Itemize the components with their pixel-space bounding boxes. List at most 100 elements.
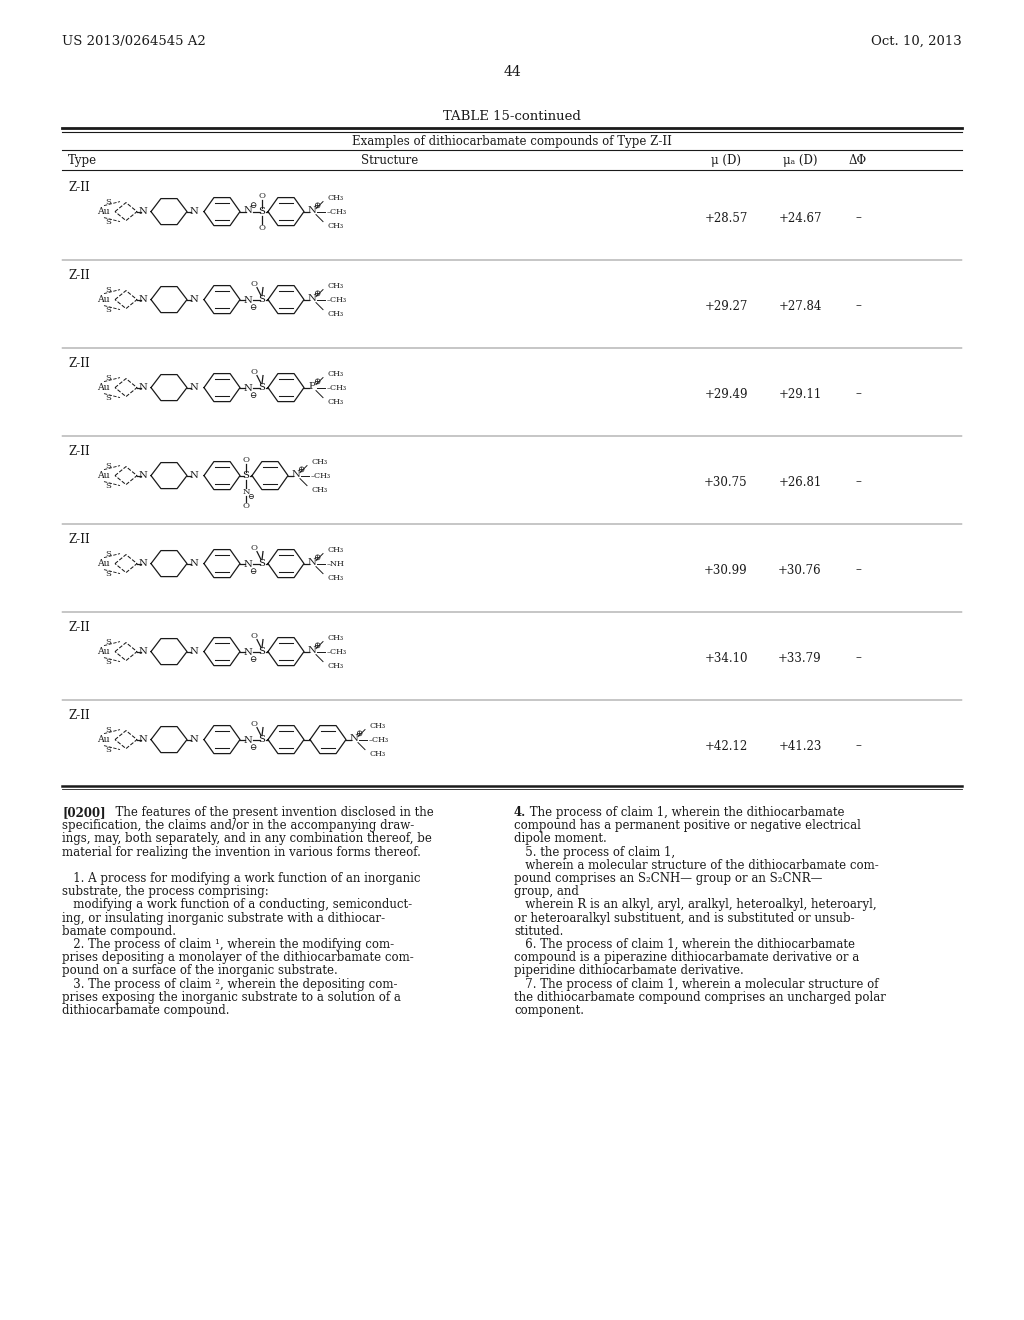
Text: ings, may, both separately, and in any combination thereof, be: ings, may, both separately, and in any c… bbox=[62, 833, 432, 845]
Text: ⊕: ⊕ bbox=[313, 553, 321, 562]
Text: ⊖: ⊖ bbox=[249, 304, 257, 312]
Text: 3. The process of claim ², wherein the depositing com-: 3. The process of claim ², wherein the d… bbox=[62, 978, 397, 990]
Text: O: O bbox=[243, 455, 250, 463]
Text: ΔΦ: ΔΦ bbox=[849, 154, 867, 168]
Text: Au: Au bbox=[97, 296, 110, 304]
Text: O: O bbox=[243, 502, 250, 510]
Text: N: N bbox=[244, 296, 252, 305]
Text: +41.23: +41.23 bbox=[778, 739, 821, 752]
Text: dithiocarbamate compound.: dithiocarbamate compound. bbox=[62, 1005, 229, 1016]
Text: N: N bbox=[138, 560, 147, 568]
Text: Au: Au bbox=[97, 647, 110, 656]
Text: ⊕: ⊕ bbox=[313, 378, 321, 385]
Text: The features of the present invention disclosed in the: The features of the present invention di… bbox=[108, 807, 434, 818]
Text: +30.75: +30.75 bbox=[705, 475, 748, 488]
Text: +42.12: +42.12 bbox=[705, 739, 748, 752]
Text: Z-II: Z-II bbox=[68, 709, 90, 722]
Text: CH₃: CH₃ bbox=[327, 634, 343, 642]
Text: Au: Au bbox=[97, 207, 110, 216]
Text: Au: Au bbox=[97, 735, 110, 744]
Text: S: S bbox=[243, 471, 250, 480]
Text: +27.84: +27.84 bbox=[778, 300, 821, 313]
Text: CH₃: CH₃ bbox=[311, 458, 327, 466]
Text: pound on a surface of the inorganic substrate.: pound on a surface of the inorganic subs… bbox=[62, 965, 338, 977]
Text: CH₃: CH₃ bbox=[327, 281, 343, 289]
Text: TABLE 15-continued: TABLE 15-continued bbox=[443, 110, 581, 123]
Text: N: N bbox=[189, 296, 199, 304]
Text: N: N bbox=[307, 558, 316, 568]
Text: Z-II: Z-II bbox=[68, 620, 90, 634]
Text: –: – bbox=[855, 739, 861, 752]
Text: –: – bbox=[855, 564, 861, 577]
Text: N: N bbox=[189, 207, 199, 216]
Text: pound comprises an S₂CNH— group or an S₂CNR—: pound comprises an S₂CNH— group or an S₂… bbox=[514, 873, 822, 884]
Text: CH₃: CH₃ bbox=[327, 194, 343, 202]
Text: dipole moment.: dipole moment. bbox=[514, 833, 607, 845]
Text: Z-II: Z-II bbox=[68, 269, 90, 281]
Text: O: O bbox=[258, 223, 265, 231]
Text: ing, or insulating inorganic substrate with a dithiocar-: ing, or insulating inorganic substrate w… bbox=[62, 912, 385, 924]
Text: 4.: 4. bbox=[514, 807, 526, 818]
Text: S: S bbox=[105, 218, 111, 226]
Text: N: N bbox=[244, 206, 252, 215]
Text: Z-II: Z-II bbox=[68, 445, 90, 458]
Text: +34.10: +34.10 bbox=[705, 652, 748, 664]
Text: the dithiocarbamate compound comprises an uncharged polar: the dithiocarbamate compound comprises a… bbox=[514, 991, 886, 1003]
Text: +29.11: +29.11 bbox=[778, 388, 821, 400]
Text: stituted.: stituted. bbox=[514, 925, 563, 937]
Text: prises exposing the inorganic substrate to a solution of a: prises exposing the inorganic substrate … bbox=[62, 991, 400, 1003]
Text: ⊖: ⊖ bbox=[248, 492, 254, 500]
Text: N: N bbox=[307, 206, 316, 215]
Text: [0200]: [0200] bbox=[62, 807, 105, 818]
Text: N: N bbox=[189, 471, 199, 480]
Text: –: – bbox=[855, 388, 861, 400]
Text: –: – bbox=[855, 300, 861, 313]
Text: CH₃: CH₃ bbox=[327, 661, 343, 669]
Text: compound has a permanent positive or negative electrical: compound has a permanent positive or neg… bbox=[514, 820, 861, 832]
Text: Examples of dithiocarbamate compounds of Type Z-II: Examples of dithiocarbamate compounds of… bbox=[352, 135, 672, 148]
Text: CH₃: CH₃ bbox=[327, 397, 343, 405]
Text: material for realizing the invention in various forms thereof.: material for realizing the invention in … bbox=[62, 846, 421, 858]
Text: –CH₃: –CH₃ bbox=[327, 648, 347, 656]
Text: +30.99: +30.99 bbox=[705, 564, 748, 577]
Text: –CH₃: –CH₃ bbox=[369, 735, 389, 743]
Text: S: S bbox=[259, 735, 265, 744]
Text: compound is a piperazine dithiocarbamate derivative or a: compound is a piperazine dithiocarbamate… bbox=[514, 952, 859, 964]
Text: Z-II: Z-II bbox=[68, 533, 90, 545]
Text: ⊕: ⊕ bbox=[355, 729, 362, 738]
Text: 6. The process of claim 1, wherein the dithiocarbamate: 6. The process of claim 1, wherein the d… bbox=[514, 939, 855, 950]
Text: Type: Type bbox=[68, 154, 97, 168]
Text: Z-II: Z-II bbox=[68, 356, 90, 370]
Text: ⊕: ⊕ bbox=[313, 201, 321, 210]
Text: N: N bbox=[189, 735, 199, 744]
Text: O: O bbox=[258, 191, 265, 199]
Text: N: N bbox=[138, 383, 147, 392]
Text: +28.57: +28.57 bbox=[705, 211, 748, 224]
Text: component.: component. bbox=[514, 1005, 584, 1016]
Text: ⊕: ⊕ bbox=[297, 465, 305, 474]
Text: S: S bbox=[105, 638, 111, 645]
Text: S: S bbox=[105, 726, 111, 734]
Text: S: S bbox=[259, 296, 265, 304]
Text: N: N bbox=[244, 648, 252, 657]
Text: O: O bbox=[251, 280, 257, 288]
Text: +26.81: +26.81 bbox=[778, 475, 821, 488]
Text: ⊖: ⊖ bbox=[249, 391, 257, 400]
Text: N: N bbox=[292, 470, 300, 479]
Text: 2. The process of claim ¹, wherein the modifying com-: 2. The process of claim ¹, wherein the m… bbox=[62, 939, 394, 950]
Text: N: N bbox=[307, 294, 316, 304]
Text: O: O bbox=[251, 631, 257, 640]
Text: S: S bbox=[105, 482, 111, 490]
Text: S: S bbox=[259, 560, 265, 568]
Text: S: S bbox=[105, 657, 111, 665]
Text: –: – bbox=[855, 475, 861, 488]
Text: +24.67: +24.67 bbox=[778, 211, 821, 224]
Text: or heteroaralkyl substituent, and is substituted or unsub-: or heteroaralkyl substituent, and is sub… bbox=[514, 912, 855, 924]
Text: Structure: Structure bbox=[361, 154, 419, 168]
Text: prises depositing a monolayer of the dithiocarbamate com-: prises depositing a monolayer of the dit… bbox=[62, 952, 414, 964]
Text: O: O bbox=[251, 719, 257, 727]
Text: Au: Au bbox=[97, 560, 110, 568]
Text: S: S bbox=[105, 374, 111, 381]
Text: ⊕: ⊕ bbox=[313, 642, 321, 651]
Text: N: N bbox=[189, 383, 199, 392]
